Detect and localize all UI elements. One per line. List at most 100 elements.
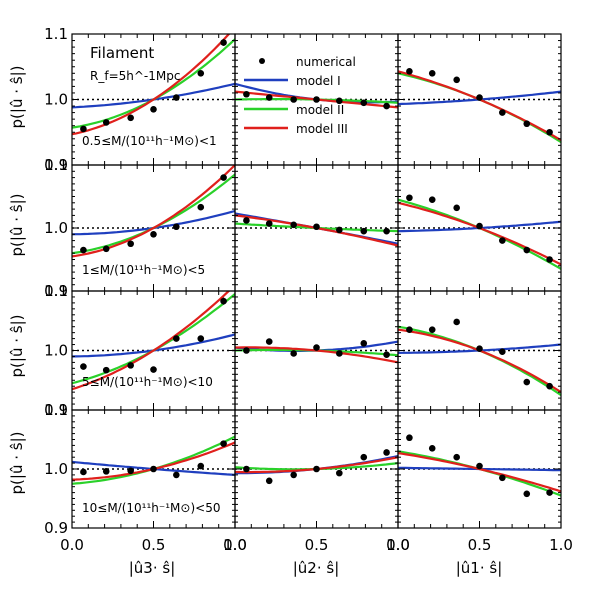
- smoothing-label: R_f=5h^-1Mpc: [90, 69, 180, 83]
- data-point: [243, 347, 250, 354]
- data-point: [336, 97, 343, 105]
- data-point: [127, 362, 134, 369]
- data-point: [173, 223, 180, 231]
- data-point: [360, 453, 368, 461]
- data-point: [102, 366, 110, 374]
- data-point: [406, 434, 413, 442]
- x-tick-label: 0.0: [386, 536, 410, 554]
- data-point: [406, 68, 413, 75]
- data-point: [150, 231, 157, 238]
- data-point: [197, 70, 205, 77]
- data-point: [173, 94, 180, 101]
- data-point: [220, 297, 227, 305]
- data-point: [265, 220, 273, 227]
- y-tick-label: 1.0: [44, 342, 68, 360]
- mass-bin-label-2: 1≤M/(10¹¹h⁻¹M⊙)<5: [82, 263, 205, 277]
- data-point: [80, 246, 87, 254]
- data-point: [127, 114, 134, 122]
- data-point: [290, 350, 297, 357]
- data-point: [453, 318, 460, 326]
- data-point: [499, 348, 506, 355]
- data-point: [265, 338, 273, 345]
- data-point: [453, 76, 460, 84]
- data-point: [336, 226, 343, 234]
- data-point: [476, 345, 483, 353]
- y-tick-label: 1.1: [44, 25, 68, 43]
- data-point: [428, 70, 436, 77]
- y-axis-title-row-4: p(|û · ŝ|): [8, 432, 26, 495]
- data-point: [546, 128, 553, 136]
- model-iii-curve: [398, 328, 561, 394]
- data-point: [313, 223, 320, 231]
- x-tick-label: 0.5: [305, 536, 329, 554]
- data-point: [150, 465, 157, 473]
- data-point: [220, 39, 227, 46]
- x-tick-label: 0.0: [60, 536, 84, 554]
- data-point: [406, 326, 413, 333]
- legend-label-model-I: model I: [296, 74, 341, 88]
- data-point: [476, 462, 483, 470]
- x-tick-label: 1.0: [223, 536, 247, 554]
- legend: numerical model I model II model III: [244, 55, 356, 136]
- data-point: [127, 467, 134, 475]
- legend-label-model-II: model II: [296, 103, 344, 117]
- data-point: [428, 196, 436, 203]
- data-point: [428, 326, 436, 333]
- data-point: [406, 194, 413, 202]
- y-axis-title-row-3: p(|û · ŝ|): [8, 315, 26, 378]
- data-point: [80, 125, 87, 133]
- data-point: [243, 90, 250, 98]
- mass-bin-label-4: 10≤M/(10¹¹h⁻¹M⊙)<50: [82, 501, 220, 515]
- model-ii-curve: [398, 72, 561, 144]
- panels-group: 0.91.01.10.91.01.10.91.01.10.91.01.10.0 0…: [44, 25, 573, 554]
- data-point: [499, 109, 506, 116]
- data-point: [383, 102, 390, 110]
- data-point: [360, 99, 368, 107]
- x-axis-title-col-2: |û2· ŝ|: [293, 559, 340, 577]
- x-tick-label: 0.0: [223, 536, 247, 554]
- chart-title: Filament: [90, 44, 154, 62]
- model-ii-curve: [398, 325, 561, 397]
- data-point: [523, 378, 531, 386]
- data-point: [499, 237, 506, 244]
- data-point: [313, 465, 320, 473]
- data-point: [523, 490, 531, 498]
- data-point: [102, 468, 110, 475]
- data-point: [197, 335, 205, 342]
- model-iii-curve: [398, 70, 561, 142]
- data-point: [290, 471, 297, 479]
- data-point: [476, 94, 483, 101]
- x-tick-label: 1.0: [386, 536, 410, 554]
- data-point: [243, 465, 250, 473]
- data-point: [313, 344, 320, 351]
- model-i-curve: [72, 333, 235, 358]
- data-point: [173, 471, 180, 479]
- data-point: [80, 363, 87, 370]
- data-point: [197, 462, 205, 470]
- y-axis-title-row-1: p(|û · ŝ|): [8, 66, 26, 129]
- data-point: [383, 449, 390, 456]
- data-point: [290, 221, 297, 229]
- data-point: [360, 340, 368, 347]
- data-point: [476, 222, 483, 230]
- data-point: [453, 453, 460, 461]
- x-tick-label: 0.5: [468, 536, 492, 554]
- y-tick-label: 1.0: [44, 460, 68, 478]
- y-tick-label: 1.1: [44, 156, 68, 174]
- axes-text-group: p(|û · ŝ|) p(|û · ŝ|) p(|û · ŝ|) p(|û · …: [8, 44, 502, 577]
- data-point: [265, 94, 273, 101]
- data-point: [523, 246, 531, 254]
- y-tick-label: 1.0: [44, 219, 68, 237]
- y-axis-title-row-2: p(|û · ŝ|): [8, 194, 26, 257]
- data-point: [336, 469, 343, 477]
- x-tick-label: 0.5: [142, 536, 166, 554]
- model-iii-curve: [72, 291, 231, 391]
- data-point: [127, 240, 134, 248]
- data-point: [173, 335, 180, 342]
- data-point: [220, 174, 227, 181]
- y-tick-label: 1.1: [44, 401, 68, 419]
- y-tick-label: 0.9: [44, 401, 68, 419]
- data-point: [197, 203, 205, 211]
- model-ii-curve: [72, 435, 235, 485]
